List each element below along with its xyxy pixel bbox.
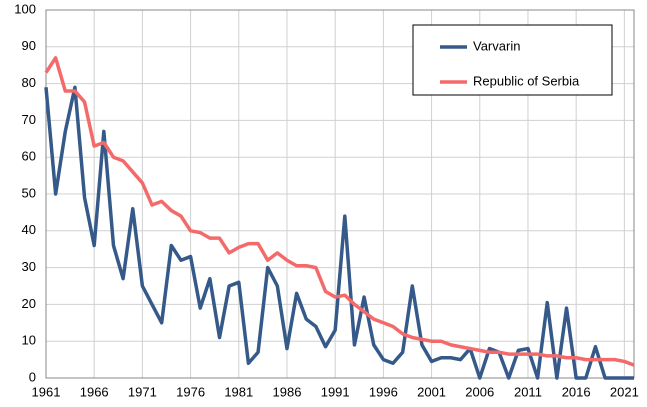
lines <box>44 56 635 380</box>
series-line <box>44 56 635 367</box>
y-tick-label: 50 <box>22 185 36 200</box>
plot-frame <box>45 9 635 379</box>
x-tick-label: 1966 <box>80 384 109 399</box>
x-tick-label: 2001 <box>417 384 446 399</box>
x-tick-label: 1961 <box>32 384 61 399</box>
x-tick-label: 1996 <box>369 384 398 399</box>
x-tick-label: 2021 <box>610 384 639 399</box>
legend-items: Varvarin Republic of Serbia <box>440 38 580 88</box>
y-tick-label: 40 <box>22 222 36 237</box>
y-tick-label: 10 <box>22 333 36 348</box>
legend-label: Varvarin <box>473 38 520 53</box>
y-tick-label: 0 <box>29 369 36 384</box>
y-tick-label: 80 <box>22 75 36 90</box>
x-tick-label: 1976 <box>176 384 205 399</box>
y-tick-label: 100 <box>14 1 36 16</box>
legend-label: Republic of Serbia <box>473 73 580 88</box>
y-tick-label: 20 <box>22 296 36 311</box>
series-line <box>44 85 634 380</box>
x-tick-label: 1981 <box>224 384 253 399</box>
y-tick-label: 60 <box>22 149 36 164</box>
y-tick-label: 30 <box>22 259 36 274</box>
x-tick-label: 2006 <box>465 384 494 399</box>
y-tick-label: 70 <box>22 112 36 127</box>
x-tick-label: 1991 <box>321 384 350 399</box>
x-tick-label: 1986 <box>273 384 302 399</box>
y-tick-label: 90 <box>22 38 36 53</box>
x-tick-label: 2016 <box>562 384 591 399</box>
x-tick-label: 1971 <box>128 384 157 399</box>
x-tick-label: 2011 <box>514 384 542 399</box>
